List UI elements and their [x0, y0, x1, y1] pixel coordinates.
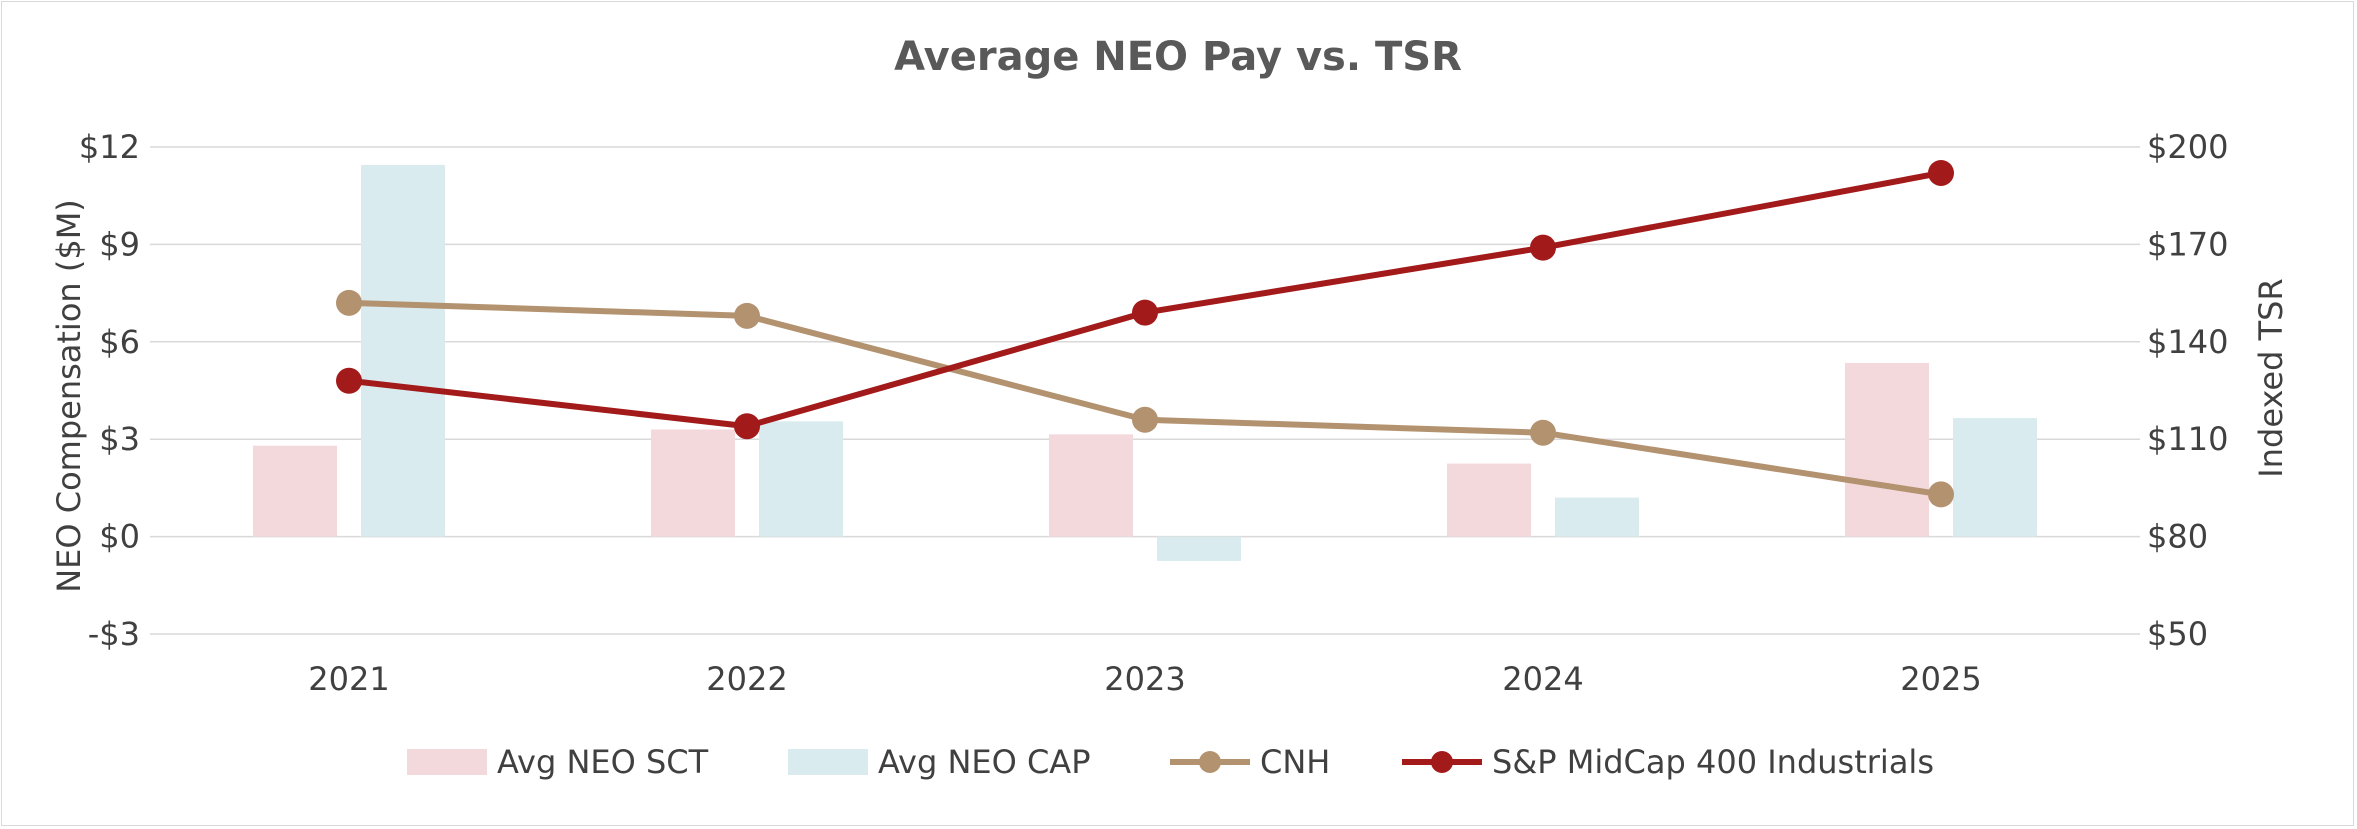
bar-avg-neo-sct: [1845, 362, 1929, 537]
left-tick-label: $12: [79, 128, 140, 166]
left-axis-ticks: -$3 $0 $3 $6 $9 $12: [79, 128, 140, 653]
right-tick-label: $110: [2147, 420, 2228, 458]
point-cnh: [1530, 419, 1556, 446]
x-tick-label: 2022: [706, 660, 787, 698]
right-axis-label: Indexed TSR: [2252, 278, 2290, 477]
point-s-p-midcap-400-industrials: [1530, 234, 1556, 261]
right-axis-ticks: $50 $80 $110 $140 $170 $200: [2147, 128, 2228, 653]
gridlines: [150, 146, 2140, 635]
left-axis-label: NEO Compensation ($M): [50, 199, 88, 593]
bar-series: [253, 164, 2037, 561]
bar-avg-neo-sct: [1049, 434, 1133, 537]
point-cnh: [1928, 481, 1954, 508]
left-tick-label: $6: [99, 323, 140, 361]
bar-avg-neo-cap: [759, 421, 843, 537]
bar-avg-neo-cap: [1157, 536, 1241, 561]
x-tick-label: 2024: [1502, 660, 1583, 698]
right-tick-label: $140: [2147, 323, 2228, 361]
x-tick-label: 2021: [308, 660, 389, 698]
right-tick-label: $170: [2147, 225, 2228, 263]
bar-avg-neo-cap: [361, 164, 445, 537]
legend-marker-s-p-midcap-400-industrials: [1431, 751, 1453, 773]
left-tick-label: -$3: [88, 615, 140, 653]
legend-label-cnh: CNH: [1260, 743, 1330, 781]
bar-avg-neo-cap: [1953, 418, 2037, 537]
point-s-p-midcap-400-industrials: [734, 413, 760, 440]
bar-avg-neo-sct: [1447, 463, 1531, 537]
left-tick-label: $9: [99, 225, 140, 263]
right-tick-label: $50: [2147, 615, 2208, 653]
left-tick-label: $0: [99, 518, 140, 556]
right-tick-label: $200: [2147, 128, 2228, 166]
bar-avg-neo-sct: [651, 429, 735, 537]
point-s-p-midcap-400-industrials: [1928, 159, 1954, 186]
legend-label-avg-neo-sct: Avg NEO SCT: [497, 743, 709, 781]
line-series: [336, 159, 1954, 508]
point-cnh: [336, 289, 362, 316]
legend-swatch-avg-neo-cap: [788, 749, 868, 775]
point-cnh: [734, 302, 760, 329]
legend-swatch-avg-neo-sct: [407, 749, 487, 775]
chart-title: Average NEO Pay vs. TSR: [894, 34, 1462, 80]
point-s-p-midcap-400-industrials: [336, 367, 362, 394]
bar-avg-neo-sct: [253, 445, 337, 537]
left-tick-label: $3: [99, 420, 140, 458]
x-axis-ticks: 2021 2022 2023 2024 2025: [308, 660, 1981, 698]
legend-label-avg-neo-cap: Avg NEO CAP: [878, 743, 1090, 781]
legend-label-s-p-midcap-400-industrials: S&P MidCap 400 Industrials: [1492, 743, 1934, 781]
point-s-p-midcap-400-industrials: [1132, 299, 1158, 326]
x-tick-label: 2023: [1104, 660, 1185, 698]
line-cnh: [348, 299, 1942, 498]
legend: Avg NEO SCT Avg NEO CAP CNH S&P MidCap 400 …: [407, 743, 1934, 781]
point-cnh: [1132, 406, 1158, 433]
x-tick-label: 2025: [1900, 660, 1981, 698]
bar-avg-neo-cap: [1555, 497, 1639, 537]
legend-marker-cnh: [1199, 751, 1221, 773]
right-tick-label: $80: [2147, 518, 2208, 556]
